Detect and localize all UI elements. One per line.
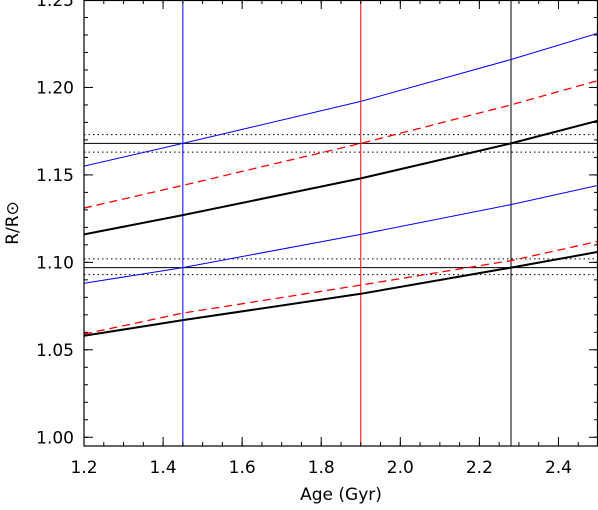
x-tick-label: 1.6 [229, 458, 256, 478]
reference-hlines [84, 134, 598, 276]
x-tick-label: 1.8 [308, 458, 335, 478]
y-tick-label: 1.20 [36, 78, 74, 98]
y-tick-label: 1.05 [36, 341, 74, 361]
reference-vlines [182, 0, 512, 446]
axis-ticks: 1.2 1.4 1.6 1.8 2.0 2.2 2.4 1.00 1.05 1.10 1.15 1.2… [36, 0, 598, 478]
y-axis-title: R/R⊙ [3, 201, 23, 245]
y-tick-label: 1.25 [36, 0, 74, 11]
x-axis-title: Age (Gyr) [300, 485, 382, 505]
y-tick-label: 1.15 [36, 166, 74, 186]
series-line-5 [84, 250, 598, 337]
data-series [84, 32, 598, 337]
x-tick-label: 2.4 [545, 458, 572, 478]
series-line-3 [84, 184, 598, 284]
x-tick-label: 1.2 [70, 458, 97, 478]
series-line-2 [84, 119, 598, 236]
x-tick-label: 2.2 [466, 458, 493, 478]
series-line-0 [84, 32, 598, 167]
x-tick-label: 2.0 [387, 458, 414, 478]
y-tick-label: 1.10 [36, 253, 74, 273]
x-tick-label: 1.4 [150, 458, 177, 478]
y-tick-label: 1.00 [36, 428, 74, 448]
series-line-4 [84, 240, 598, 335]
series-line-1 [84, 79, 598, 209]
